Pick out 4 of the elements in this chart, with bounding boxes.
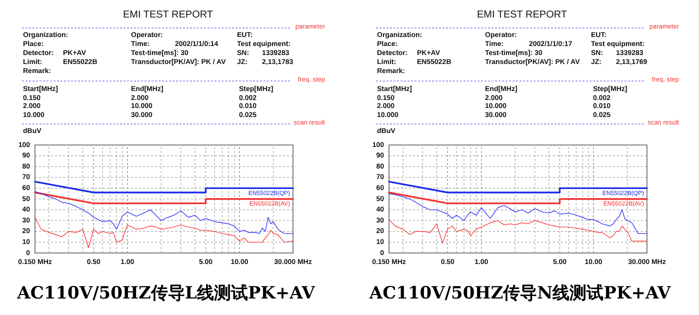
- text: AC110V/50HZ传导N线测试PK+AV: [368, 283, 672, 304]
- chart-title: EMI TEST REPORT: [476, 10, 568, 21]
- text: AC110V/50HZ传导L线测试PK+AV: [16, 283, 316, 304]
- chart-title: EMI TEST REPORT: [122, 10, 214, 21]
